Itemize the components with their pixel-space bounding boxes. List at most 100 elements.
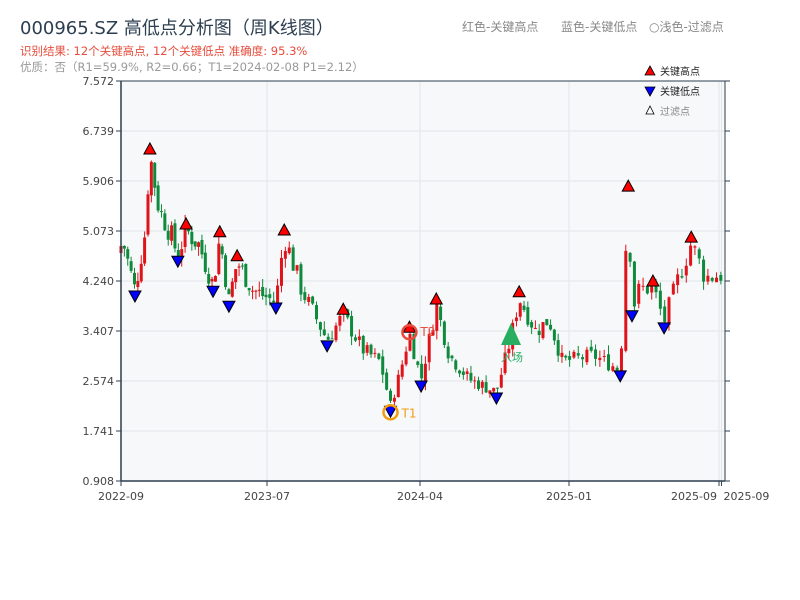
key-low-marker bbox=[206, 285, 220, 299]
key-high-marker bbox=[336, 302, 351, 315]
candle-body bbox=[210, 278, 214, 282]
candle-body bbox=[420, 363, 424, 379]
legend-blue-note: 蓝色-关键低点 bbox=[561, 20, 638, 34]
candle-body bbox=[585, 349, 589, 363]
candle-body bbox=[257, 289, 261, 291]
candle-body bbox=[230, 281, 234, 297]
candle-body bbox=[461, 371, 465, 375]
candle-body bbox=[454, 360, 458, 370]
candle-body bbox=[377, 353, 381, 359]
candle-body bbox=[715, 277, 719, 283]
candle-body bbox=[503, 352, 507, 374]
y-tick-label: 5.073 bbox=[83, 225, 115, 238]
candle-body bbox=[136, 281, 140, 288]
candle-body bbox=[594, 349, 598, 359]
candle-body bbox=[163, 213, 167, 231]
candle-body bbox=[507, 348, 511, 354]
candle-body bbox=[615, 367, 619, 371]
candle-body bbox=[220, 246, 224, 255]
candle-body bbox=[153, 162, 157, 188]
key-low-marker bbox=[320, 340, 334, 353]
candle-body bbox=[641, 285, 645, 287]
candle-body bbox=[146, 194, 150, 235]
candle-body bbox=[143, 237, 147, 264]
candle-body bbox=[495, 387, 499, 389]
key-high-marker bbox=[621, 179, 636, 192]
candle-body bbox=[381, 356, 385, 375]
candle-body bbox=[217, 243, 221, 275]
candle-body bbox=[564, 355, 568, 358]
candle-body bbox=[469, 372, 473, 381]
candle-body bbox=[400, 364, 404, 377]
candle-body bbox=[392, 397, 396, 402]
candle-body bbox=[518, 303, 522, 317]
candle-body bbox=[458, 370, 462, 374]
key-low-marker bbox=[128, 290, 142, 304]
candle-body bbox=[676, 274, 680, 286]
result-summary: 识别结果: 12个关键高点, 12个关键低点 准确度: 95.3% bbox=[20, 44, 308, 58]
candle-body bbox=[581, 357, 585, 360]
candle-body bbox=[442, 321, 446, 345]
candle-body bbox=[488, 390, 492, 394]
candle-body bbox=[572, 351, 576, 358]
candle-body bbox=[369, 344, 373, 355]
candle-body bbox=[227, 289, 231, 295]
legend-high-label: 关键高点 bbox=[660, 65, 700, 78]
candle-body bbox=[234, 269, 238, 283]
y-tick-label: 7.572 bbox=[83, 75, 115, 88]
candle-body bbox=[549, 324, 553, 330]
candle-body bbox=[526, 307, 530, 325]
candle-body bbox=[193, 241, 197, 247]
candle-body bbox=[272, 300, 276, 303]
key-high-marker bbox=[179, 216, 193, 230]
candle-body bbox=[311, 296, 315, 304]
candle-body bbox=[684, 265, 688, 276]
candle-body bbox=[283, 251, 287, 259]
candle-body bbox=[480, 381, 484, 388]
t1-label: T1 bbox=[401, 406, 417, 420]
candle-body bbox=[602, 356, 606, 358]
candle-body bbox=[416, 361, 420, 365]
candle-body bbox=[183, 221, 187, 248]
candle-body bbox=[552, 329, 556, 341]
key-high-marker bbox=[646, 273, 660, 287]
candle-body bbox=[322, 329, 326, 336]
candle-body bbox=[197, 242, 201, 247]
candle-body bbox=[190, 231, 194, 245]
candle-body bbox=[350, 316, 354, 337]
candle-body bbox=[576, 353, 580, 356]
candle-body bbox=[628, 252, 632, 262]
candle-body bbox=[357, 336, 361, 340]
candle-body bbox=[697, 249, 701, 259]
legend-red-note: 红色-关键高点 bbox=[462, 20, 539, 34]
legend-filtered-icon bbox=[645, 105, 655, 115]
candle-body bbox=[173, 223, 177, 249]
candle-body bbox=[385, 372, 389, 390]
candle-body bbox=[365, 345, 369, 353]
candle-body bbox=[240, 265, 244, 267]
candle-body bbox=[408, 333, 412, 351]
candle-body bbox=[299, 264, 303, 295]
key-high-marker bbox=[143, 141, 157, 155]
candle-body bbox=[435, 304, 439, 331]
candle-body bbox=[533, 327, 537, 329]
candle-body bbox=[244, 263, 248, 287]
key-low-marker bbox=[657, 322, 671, 335]
t1-circle bbox=[382, 404, 399, 421]
candle-body bbox=[315, 305, 319, 320]
entry-label: 入场 bbox=[501, 350, 523, 364]
y-tick-label: 2.574 bbox=[83, 375, 115, 388]
candle-body bbox=[307, 296, 311, 302]
candle-body bbox=[658, 290, 662, 309]
x-tick-label: 2024-04 bbox=[397, 490, 443, 503]
candle-body bbox=[637, 283, 641, 304]
candle-body bbox=[268, 294, 272, 299]
candle-body bbox=[663, 306, 667, 322]
candle-body bbox=[353, 337, 357, 341]
t2-label: T2 bbox=[419, 325, 435, 339]
candle-body bbox=[446, 346, 450, 359]
candle-body bbox=[514, 317, 518, 322]
candle-body bbox=[276, 285, 280, 303]
candle-body bbox=[373, 352, 377, 354]
candle-body bbox=[261, 287, 265, 297]
